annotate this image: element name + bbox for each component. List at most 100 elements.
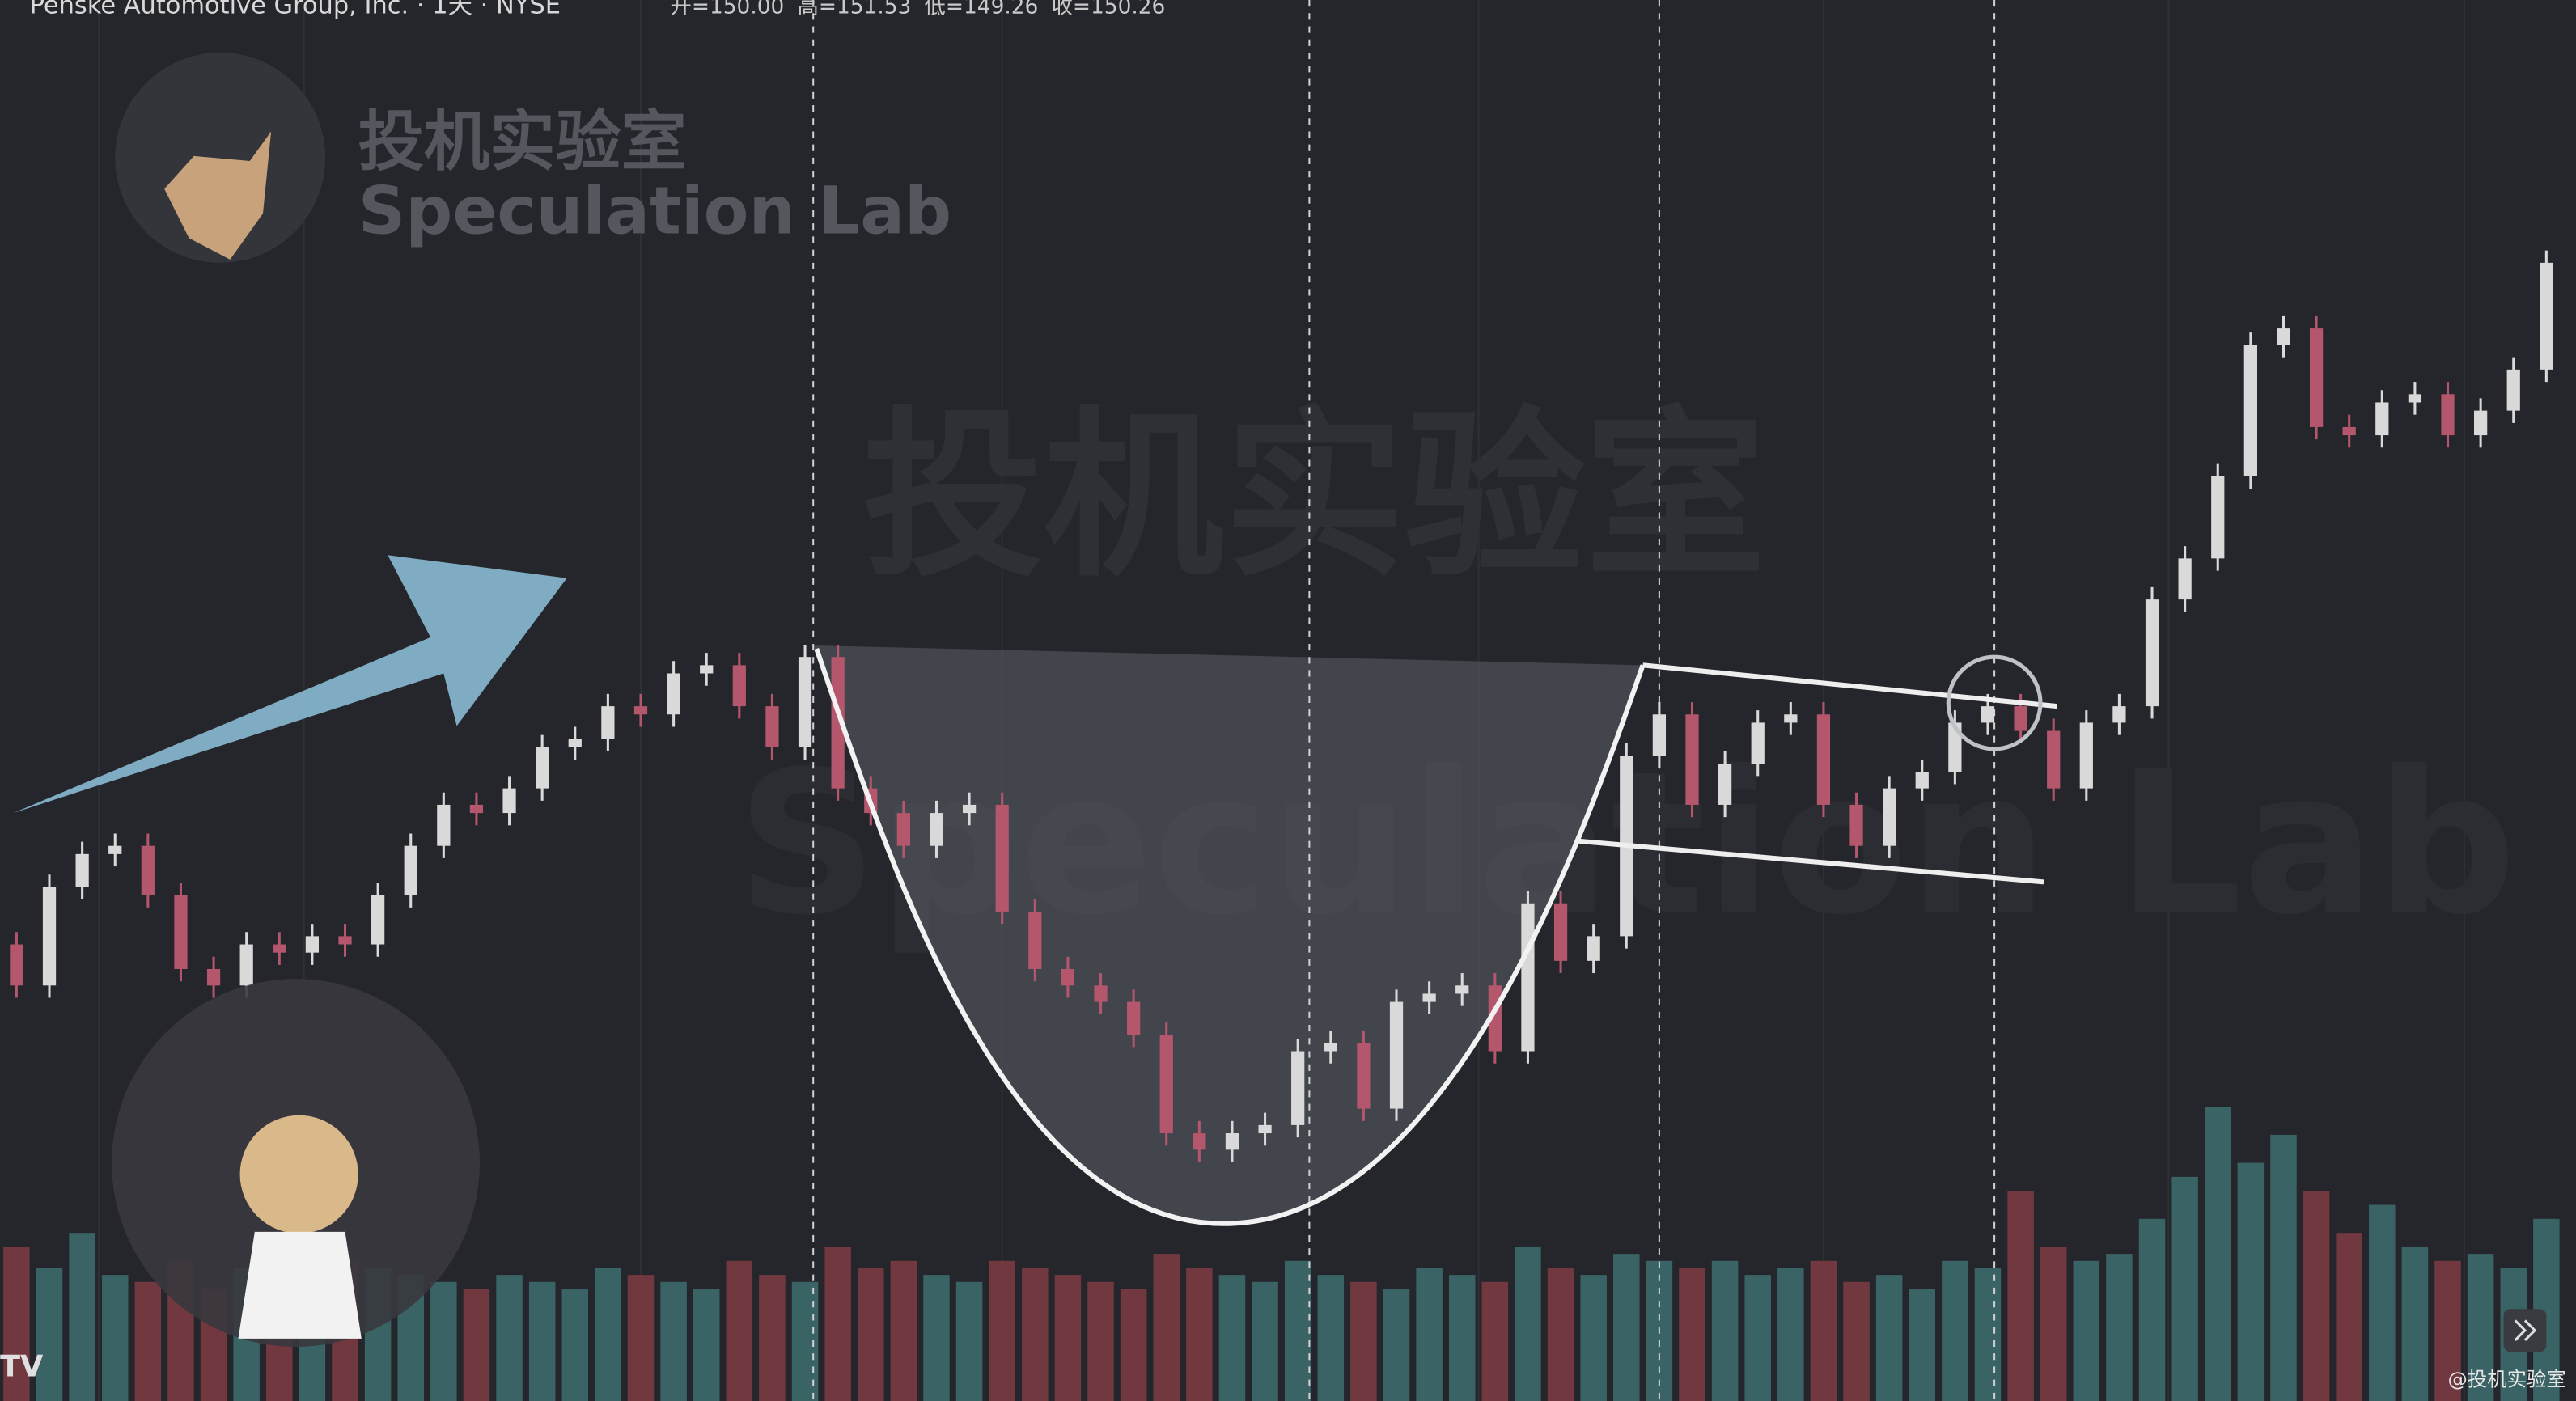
volume-bar <box>2073 1260 2100 1401</box>
candle-body <box>1159 1035 1173 1134</box>
candle-body <box>2243 345 2257 476</box>
candle-body <box>174 895 188 969</box>
volume-bar <box>955 1281 983 1401</box>
volume-layer <box>3 1107 2560 1401</box>
candle-body <box>239 944 253 986</box>
candle-body <box>1389 1001 1404 1109</box>
volume-bar <box>496 1275 523 1401</box>
candle-body <box>42 887 57 986</box>
presenter-body <box>238 1231 362 1339</box>
candle-body <box>601 706 615 739</box>
volume-bar <box>101 1275 129 1401</box>
candle-body <box>2540 262 2553 370</box>
candle-body <box>2145 599 2159 707</box>
volume-bar <box>2401 1247 2429 1401</box>
candle-body <box>2047 730 2061 789</box>
volume-bar <box>1383 1289 1410 1401</box>
volume-bar <box>1054 1275 1082 1401</box>
volume-bar <box>1284 1260 1311 1401</box>
candle-body <box>1193 1133 1206 1150</box>
candle-body <box>2441 394 2455 436</box>
cup-curve <box>814 648 1646 1226</box>
candle-body <box>1816 714 1831 805</box>
logo-title: 投机实验室 <box>358 104 687 180</box>
volume-bar <box>1022 1268 1049 1401</box>
volume-bar <box>1153 1254 1180 1401</box>
volume-bar <box>2171 1176 2198 1401</box>
candle-body <box>1258 1124 1272 1134</box>
volume-bar <box>660 1281 687 1401</box>
candle-body <box>2178 558 2192 600</box>
volume-bar <box>1679 1268 1705 1401</box>
volume-bar <box>1218 1275 1246 1401</box>
candle-body <box>2211 476 2225 559</box>
volume-bar <box>134 1281 162 1401</box>
candle-body <box>141 845 155 895</box>
volume-bar <box>1087 1281 1114 1401</box>
ohlc-value: 开=150.00 <box>671 0 785 19</box>
candle-body <box>896 813 910 846</box>
volume-bar <box>2007 1191 2034 1401</box>
ohlc-readout: 开=150.00 高=151.53 低=149.26 收=150.26 <box>671 0 1166 19</box>
candle-body <box>1718 764 1732 805</box>
candle-body <box>404 845 417 895</box>
volume-bar <box>726 1260 753 1401</box>
volume-bar <box>1942 1260 1968 1401</box>
volume-bar <box>1974 1268 2002 1401</box>
candle-body <box>1685 714 1699 805</box>
volume-bar <box>858 1268 884 1401</box>
candle-body <box>2309 328 2324 427</box>
candle-body <box>1915 772 1929 789</box>
volume-bar <box>627 1275 655 1401</box>
candle-body <box>1324 1043 1337 1052</box>
volume-bar <box>1613 1254 1640 1401</box>
candle-body <box>930 813 943 846</box>
candle-body <box>1553 903 1568 961</box>
candle-body <box>700 665 714 674</box>
candle-body <box>1422 993 1436 1002</box>
candle-body <box>765 706 779 747</box>
trend-arrow <box>13 555 567 814</box>
candle-body <box>437 804 451 846</box>
platform-logo: TV <box>0 1349 44 1384</box>
ohlc-value: 低=149.26 <box>925 0 1039 19</box>
volume-bar <box>2369 1204 2396 1401</box>
candle-body <box>469 804 484 814</box>
volume-bar <box>69 1233 95 1401</box>
volume-bar <box>2205 1107 2231 1401</box>
volume-bar <box>1448 1275 1476 1401</box>
logo-cat <box>164 131 272 260</box>
volume-bar <box>3 1247 30 1401</box>
candle-body <box>568 739 582 747</box>
candle-body <box>798 657 812 747</box>
candle-body <box>1094 985 1108 1002</box>
candle-body <box>502 788 516 814</box>
volume-bar <box>923 1275 950 1401</box>
volume-bar <box>1711 1260 1739 1401</box>
volume-bar <box>693 1289 720 1401</box>
candle-body <box>2506 369 2520 411</box>
candle-body <box>2112 706 2126 723</box>
candle-body <box>108 845 122 854</box>
volume-bar <box>1515 1247 1541 1401</box>
volume-bar <box>1744 1275 1771 1401</box>
volume-bar <box>36 1268 63 1401</box>
volume-bar <box>595 1268 621 1401</box>
ohlc-value: 收=150.26 <box>1052 0 1166 19</box>
candle-body <box>2014 706 2027 731</box>
volume-bar <box>430 1281 457 1401</box>
volume-bar <box>1875 1275 1903 1401</box>
volume-bar <box>1416 1268 1443 1401</box>
candle-body <box>1587 936 1600 961</box>
breakout-circle <box>1946 654 2043 751</box>
volume-bar <box>1481 1281 1509 1401</box>
logo-avatar <box>115 52 326 263</box>
volume-bar <box>1252 1281 1278 1401</box>
volume-bar <box>989 1260 1015 1401</box>
volume-bar <box>2336 1233 2362 1401</box>
watermark-large: 投机实验室 <box>862 391 1766 601</box>
candle-body <box>273 944 286 953</box>
volume-bar <box>1186 1268 1213 1401</box>
volume-bar <box>2270 1134 2297 1401</box>
